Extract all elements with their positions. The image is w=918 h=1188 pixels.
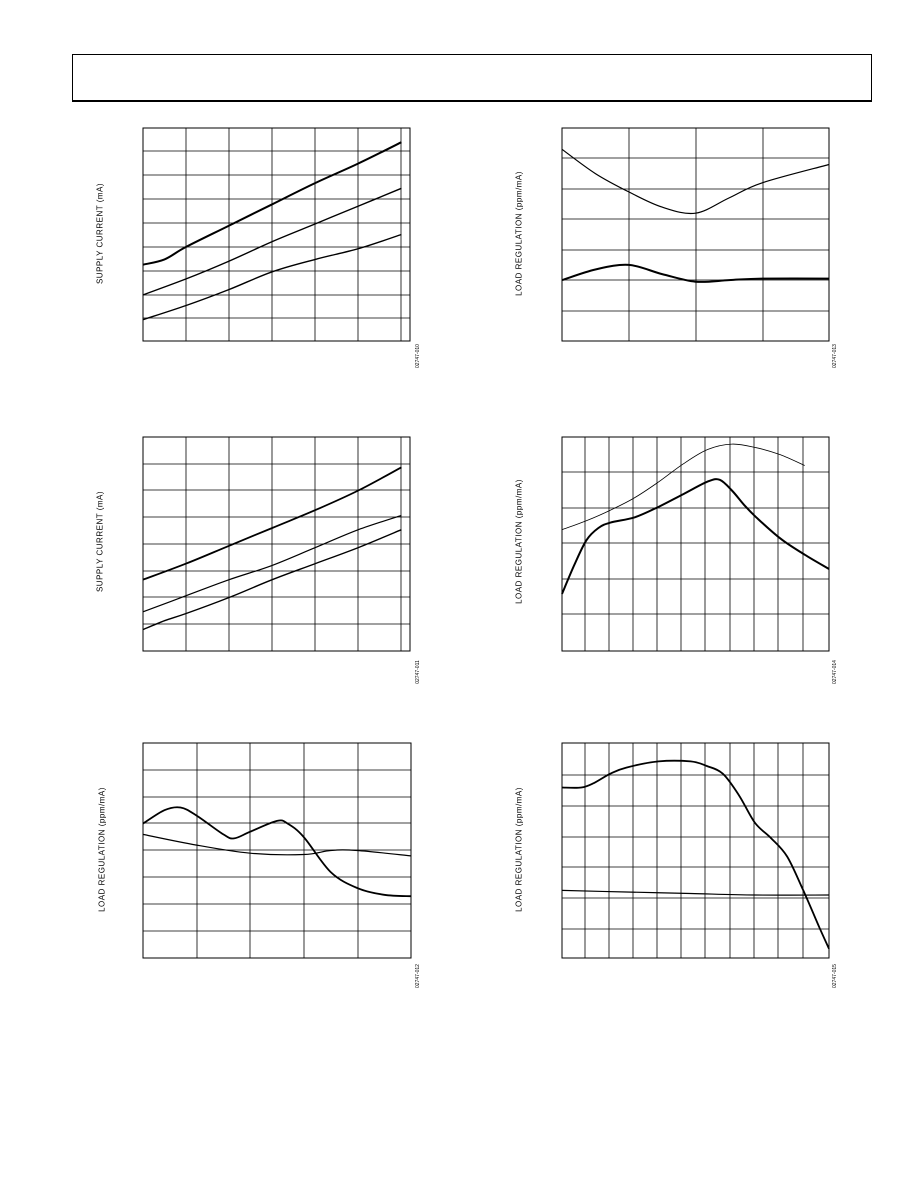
series-line-1 xyxy=(561,443,805,531)
series-line-1 xyxy=(142,806,412,898)
series-line-2 xyxy=(561,263,830,283)
chart-supply-current-top-left: SUPPLY CURRENT (mA) 02747-010 xyxy=(95,127,435,387)
chart-load-regulation-bottom-right: LOAD REGULATION (ppm/mA) 02747-015 xyxy=(512,742,852,1003)
series-line-2 xyxy=(142,514,402,613)
series-line-2 xyxy=(142,833,412,857)
series-line-1 xyxy=(142,466,402,581)
chart-supply-current-middle-left: SUPPLY CURRENT (mA) 02747-011 xyxy=(95,436,435,697)
series-line-1 xyxy=(561,759,830,950)
series-line-2 xyxy=(561,889,830,896)
series-line-3 xyxy=(142,529,402,631)
series-line-1 xyxy=(142,141,402,266)
series-line-1 xyxy=(561,148,830,215)
chart-load-regulation-top-right: LOAD REGULATION (ppm/mA) 02747-013 xyxy=(512,127,852,387)
series-line-3 xyxy=(142,233,402,321)
chart-load-regulation-middle-right: LOAD REGULATION (ppm/mA) 02747-014 xyxy=(512,436,852,697)
figure-id: 02747-015 xyxy=(832,964,838,988)
page-header-box xyxy=(72,54,872,102)
series-line-2 xyxy=(561,478,830,595)
series-line-2 xyxy=(142,187,402,296)
chart-load-regulation-bottom-left: LOAD REGULATION (ppm/mA) 02747-012 xyxy=(95,742,435,1003)
